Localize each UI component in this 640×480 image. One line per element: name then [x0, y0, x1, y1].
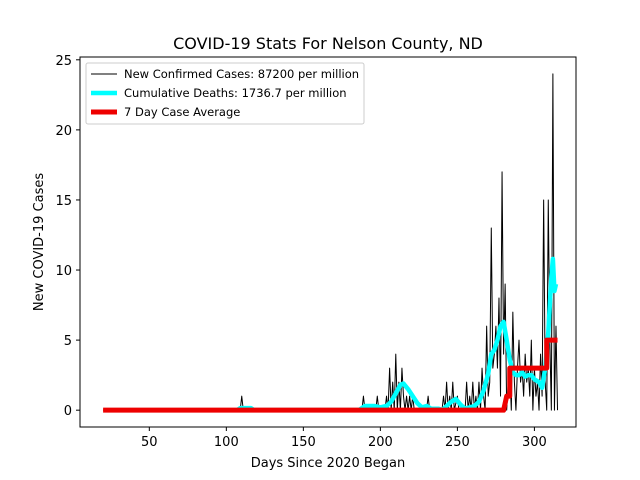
y-axis-title: New COVID-19 Cases	[32, 173, 47, 311]
x-tick-label: 150	[291, 435, 316, 450]
y-tick-label: 10	[55, 264, 72, 279]
y-axis: 0 5 10 15 20 25	[55, 54, 80, 419]
x-tick-label: 100	[214, 435, 239, 450]
y-tick-label: 25	[55, 54, 72, 69]
y-tick-label: 5	[64, 334, 72, 349]
x-axis-title: Days Since 2020 Began	[251, 456, 406, 471]
x-tick-label: 250	[445, 435, 470, 450]
legend-label-new-cases: New Confirmed Cases: 87200 per million	[124, 67, 359, 81]
chart-title: COVID-19 Stats For Nelson County, ND	[173, 34, 483, 53]
y-tick-label: 0	[64, 404, 72, 419]
legend: New Confirmed Cases: 87200 per million C…	[85, 62, 365, 125]
plot-frame	[79, 56, 577, 428]
y-tick-label: 20	[55, 124, 72, 139]
x-axis: 50 100 150 200 250 300	[141, 427, 547, 450]
series-7-day-average	[103, 337, 558, 413]
x-tick-label: 300	[522, 435, 547, 450]
legend-label-cumulative-deaths: Cumulative Deaths: 1736.7 per million	[124, 86, 347, 100]
y-tick-label: 15	[55, 194, 72, 209]
legend-label-7-day-average: 7 Day Case Average	[124, 105, 240, 119]
x-tick-label: 50	[141, 435, 158, 450]
series-layer	[103, 73, 559, 413]
legend-box	[85, 62, 365, 125]
x-tick-label: 200	[368, 435, 393, 450]
series-cumulative-deaths	[235, 256, 559, 413]
